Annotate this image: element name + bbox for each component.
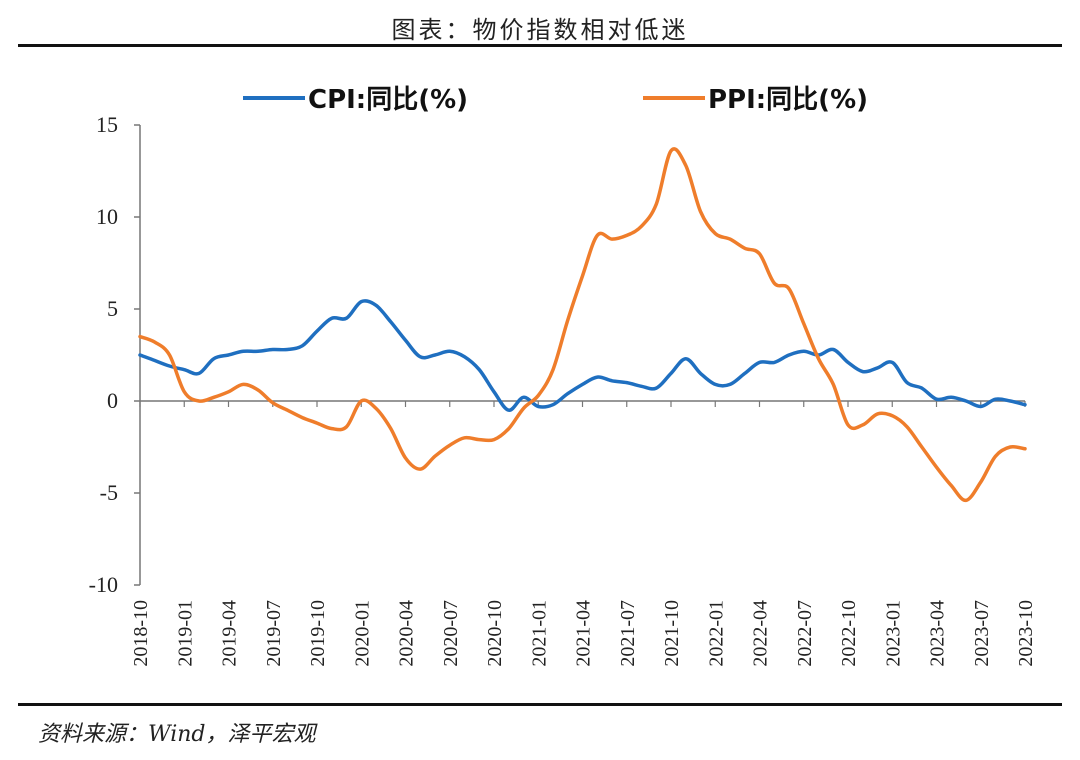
x-tick-label: 2018-10 <box>130 600 152 667</box>
x-tick-label: 2023-01 <box>882 600 904 667</box>
x-tick-label: 2022-10 <box>838 600 860 667</box>
x-tick-label: 2019-04 <box>219 600 241 667</box>
y-tick-label: 10 <box>96 204 118 229</box>
x-tick-label: 2023-10 <box>1015 600 1037 667</box>
x-tick-label: 2022-01 <box>705 600 727 667</box>
x-tick-label: 2021-10 <box>661 600 683 667</box>
y-tick-label: -5 <box>100 480 118 505</box>
series-lines <box>138 147 1027 503</box>
legend-label-ppi: PPI:同比(%) <box>708 85 868 115</box>
series-line-ppi <box>138 147 1027 503</box>
line-chart: 15 10 5 0 -5 -10 2018-10 2019-01 2019-04 2019-07 2… <box>89 85 1037 667</box>
x-tick-label: 2019-01 <box>174 600 196 667</box>
legend-label-cpi: CPI:同比(%) <box>308 85 468 115</box>
chart-title: 图表：物价指数相对低迷 <box>391 16 689 44</box>
y-tick-label: 0 <box>107 388 118 413</box>
y-tick-label: 5 <box>107 296 118 321</box>
legend: CPI:同比(%) PPI:同比(%) <box>243 85 868 115</box>
x-tick-label: 2023-04 <box>927 600 949 667</box>
bottom-rule <box>18 703 1062 706</box>
series-line-cpi <box>138 299 1027 412</box>
x-tick-label: 2021-04 <box>573 600 595 667</box>
source-note: 资料来源：Wind，泽平宏观 <box>38 722 316 747</box>
x-tick-label: 2020-10 <box>484 600 506 667</box>
x-tick-label: 2019-07 <box>263 600 285 667</box>
x-tick-label: 2021-01 <box>528 600 550 667</box>
x-tick-label: 2020-07 <box>440 600 462 667</box>
x-tick-label: 2021-07 <box>617 600 639 667</box>
x-tick-label: 2023-07 <box>971 600 993 667</box>
x-tick-label: 2020-01 <box>351 600 373 667</box>
x-tick-label: 2019-10 <box>307 600 329 667</box>
x-tick-label: 2020-04 <box>396 600 418 667</box>
axes: 15 10 5 0 -5 -10 2018-10 2019-01 2019-04 2019-07 2… <box>89 112 1037 667</box>
y-tick-label: 15 <box>96 112 118 137</box>
y-tick-label: -10 <box>89 572 118 597</box>
x-tick-label: 2022-07 <box>794 600 816 667</box>
x-tick-label: 2022-04 <box>750 600 772 667</box>
top-rule <box>18 44 1062 47</box>
